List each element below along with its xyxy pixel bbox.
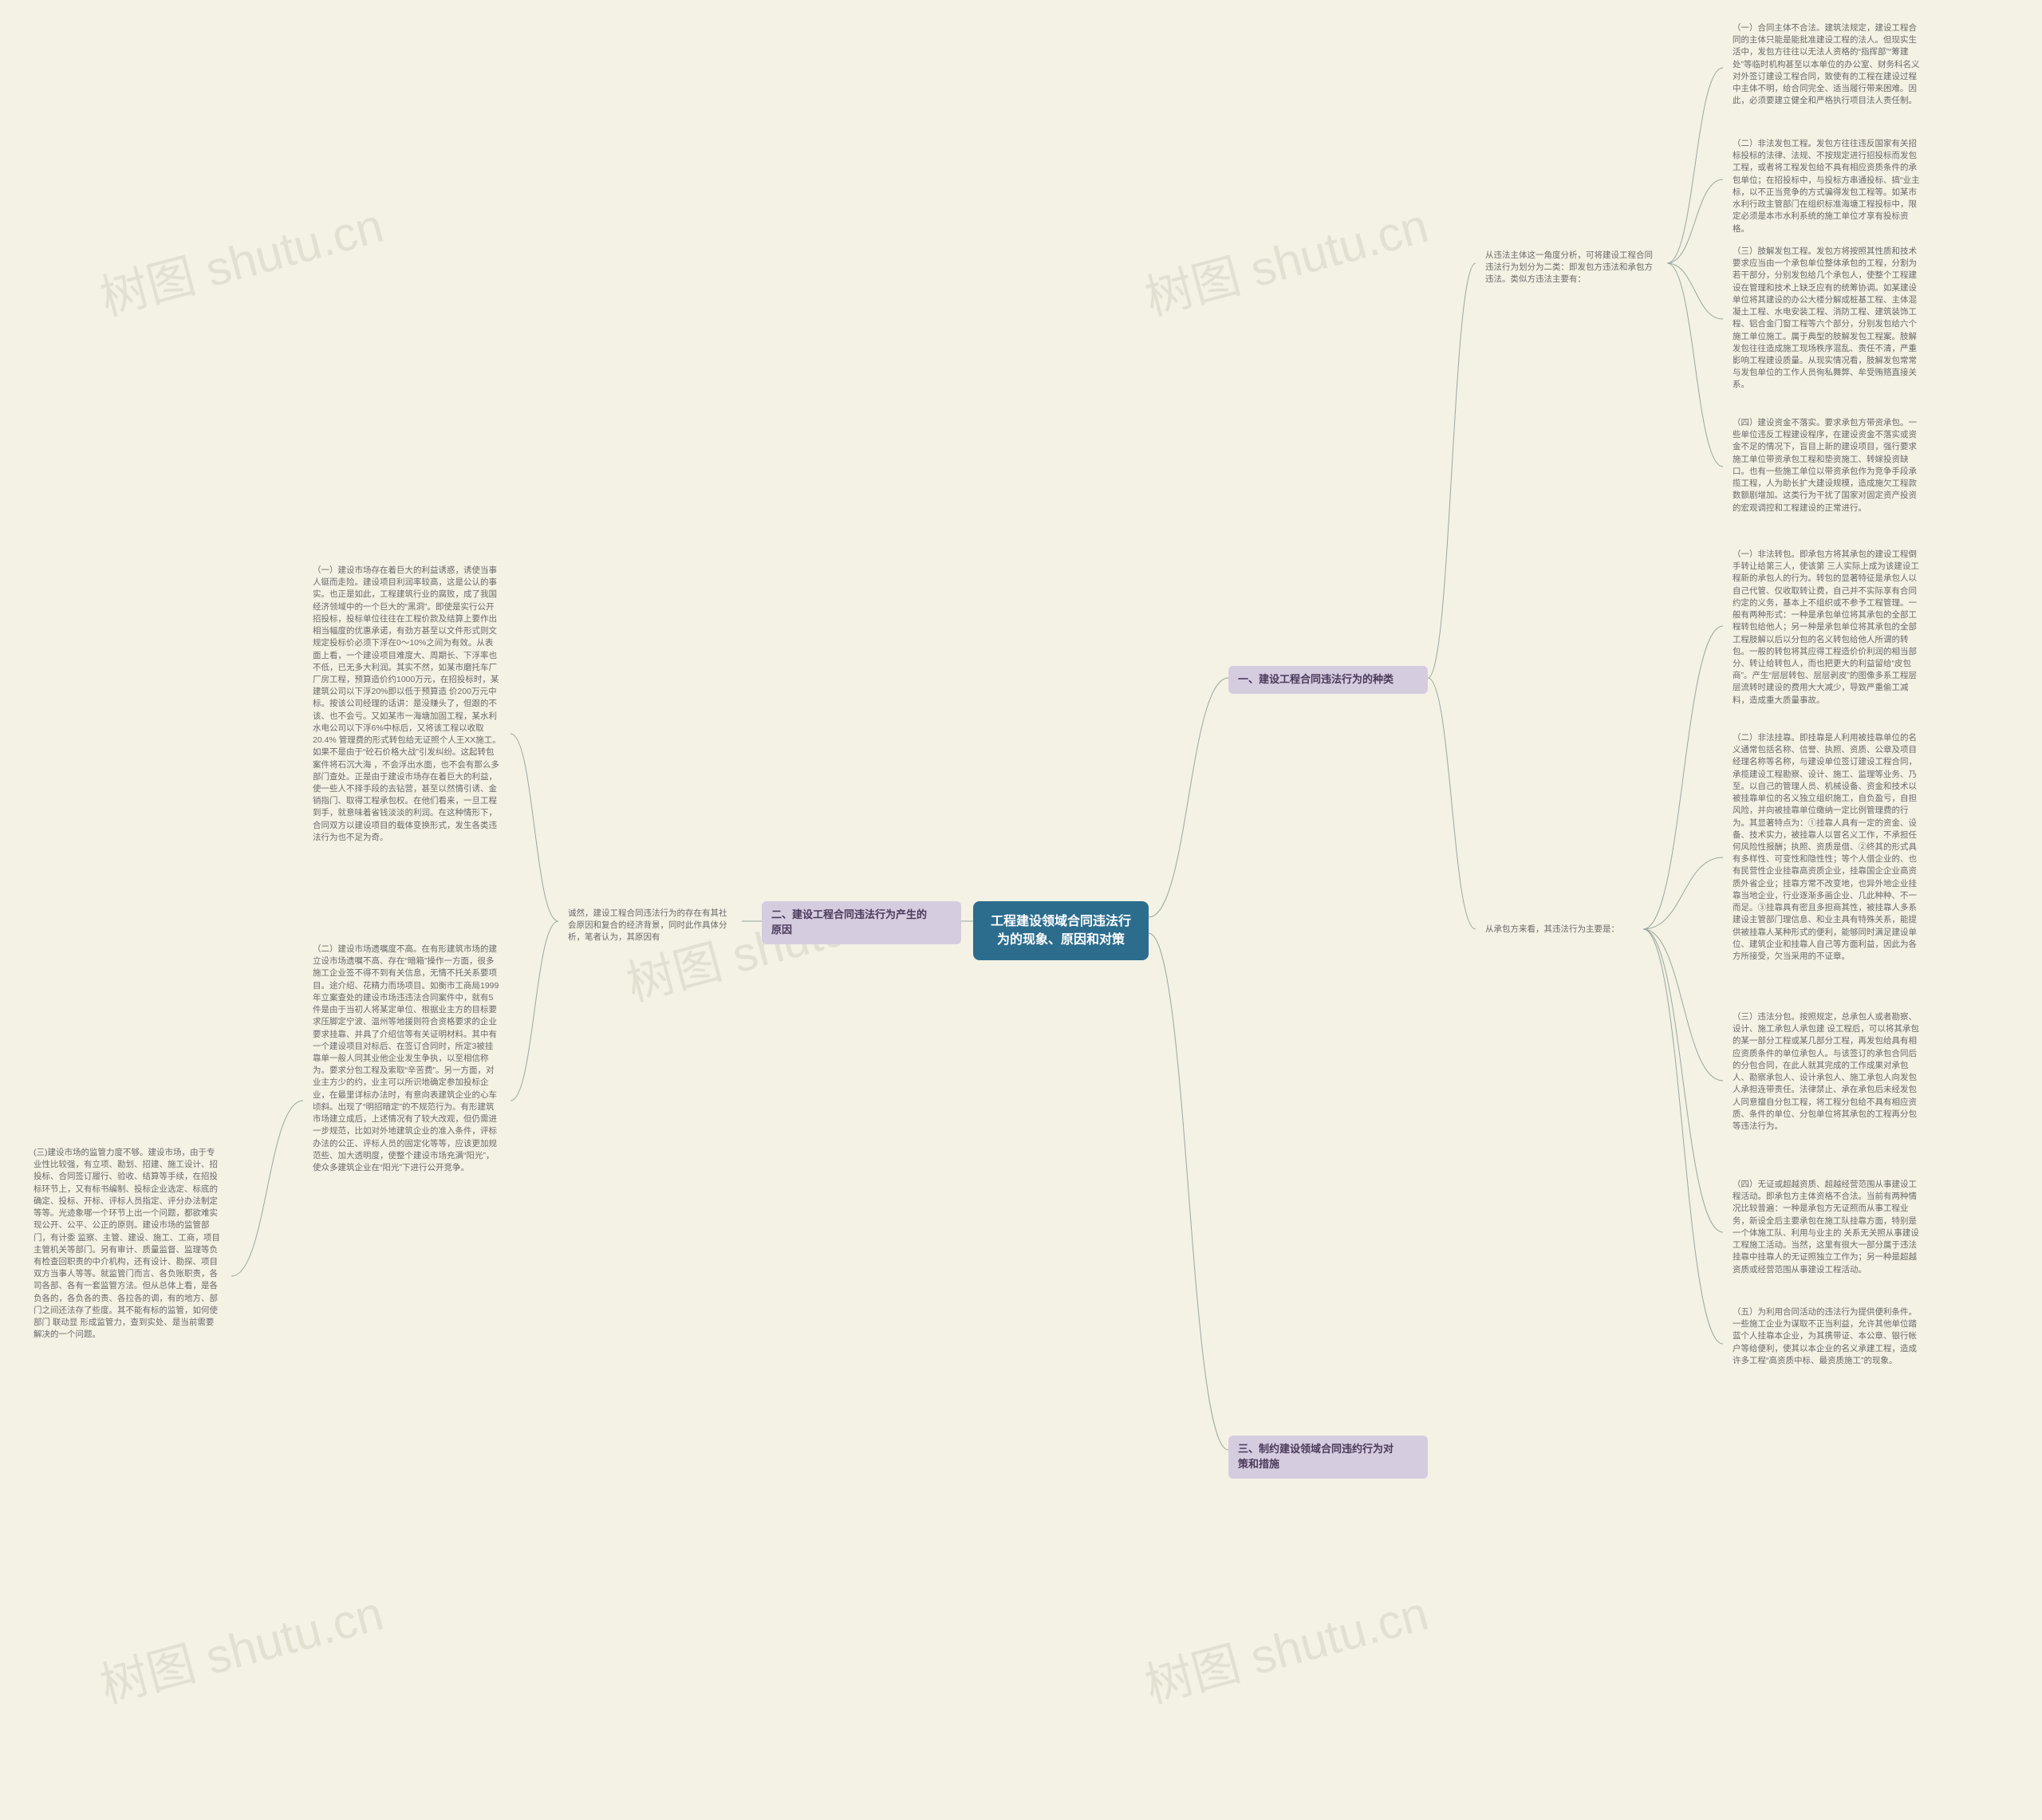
root-node: 工程建设领域合同违法行为的现象、原因和对策 — [973, 901, 1149, 960]
branch2-intro: 诚然，建设工程合同违法行为的存在有其社会原因和复合的经济背景，同时此作具体分析，… — [558, 901, 742, 951]
branch2-reason-1: （一）建设市场存在着巨大的利益诱惑，诱使当事人铤而走险。建设项目利润率较高，这是… — [303, 558, 510, 850]
branch1-fa-4: （四）建设资金不落实。要求承包方带资承包。一些单位违反工程建设程序，在建设资金不… — [1723, 411, 1930, 521]
branch1-fa-2: （二）非法发包工程。发包方往往违反国家有关招标投标的法律、法规、不按规定进行招投… — [1723, 132, 1930, 242]
watermark: 树图 shutu.cn — [1137, 187, 1435, 329]
branch1-cb-5: （五）为利用合同活动的违法行为提供便利条件。一些施工企业为谋取不正当利益，允许其… — [1723, 1300, 1930, 1373]
branch-2: 二、建设工程合同违法行为产生的原因 — [762, 901, 961, 944]
branch1-fa-intro: 从违法主体这一角度分析，可将建设工程合同违法行为划分为二类：即发包方违法和承包方… — [1476, 243, 1667, 293]
watermark: 树图 shutu.cn — [92, 187, 390, 329]
branch1-fa-1: （一）合同主体不合法。建筑法规定，建设工程合同的主体只能是能批准建设工程的法人。… — [1723, 16, 1930, 114]
branch-3: 三、制约建设领域合同违约行为对策和措施 — [1228, 1436, 1428, 1479]
watermark: 树图 shutu.cn — [1137, 1574, 1435, 1716]
branch1-cb-1: （一）非法转包。即承包方将其承包的建设工程倒手转让给第三人，使该第 三人实际上成… — [1723, 542, 1930, 713]
branch1-cb-2: （二）非法挂靠。即挂靠是人利用被挂靠单位的名义通常包括名称、信誉、执照、资质、公… — [1723, 726, 1930, 969]
branch1-cb-3: （三）违法分包。按照规定，总承包人或者勘察、设计、施工承包人承包建 设工程后，可… — [1723, 1005, 1930, 1139]
branch1-fa-3: （三）肢解发包工程。发包方将按照其性质和技术要求应当由一个承包单位整体承包的工程… — [1723, 239, 1930, 398]
branch1-cb-intro: 从承包方来看，其违法行为主要是： — [1476, 917, 1643, 942]
branch2-reason-3: (三)建设市场的监管力度不够。建设市场，由于专业性比较强，有立项、勘划、招建、施… — [24, 1140, 231, 1348]
watermark: 树图 shutu.cn — [92, 1574, 390, 1716]
branch-1: 一、建设工程合同违法行为的种类 — [1228, 666, 1428, 694]
branch2-reason-2: （二）建设市场遗嘱度不高。在有形建筑市场的建立设市场遗嘱不高、存在“暗箱”操作一… — [303, 937, 510, 1180]
branch1-cb-4: （四）无证或超越资质、超越经营范围从事建设工程活动。即承包方主体资格不合法。当前… — [1723, 1172, 1930, 1282]
